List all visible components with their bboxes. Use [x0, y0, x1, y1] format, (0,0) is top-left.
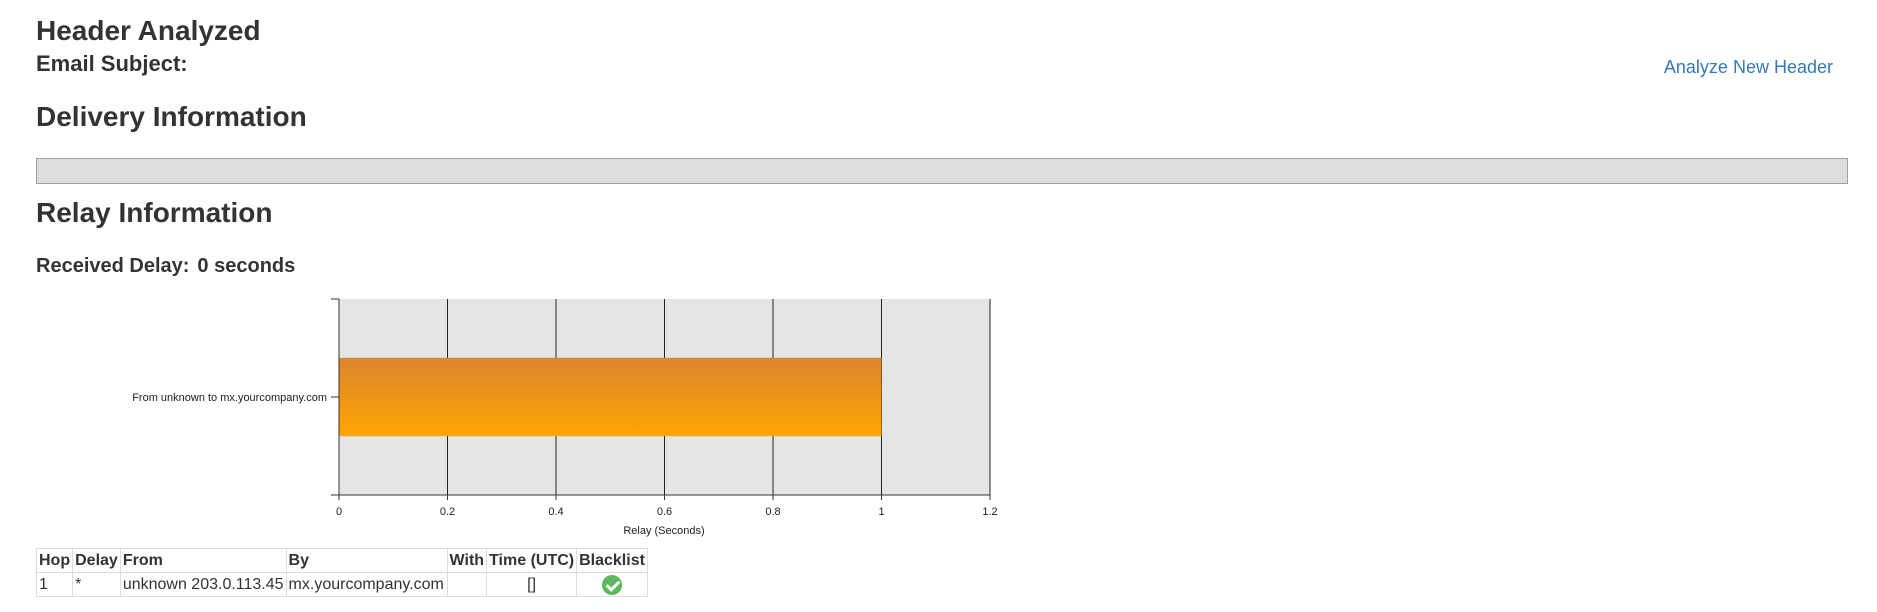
delivery-progress-bar	[36, 158, 1848, 184]
x-tick-label: 0.6	[657, 506, 672, 518]
column-header-hop: Hop	[35, 548, 74, 573]
check-circle-icon	[602, 574, 623, 595]
column-header-by: By	[285, 548, 448, 573]
column-header-blacklist: Blacklist	[576, 548, 648, 573]
cell-blacklist	[576, 572, 648, 597]
relay-delay-bar	[339, 357, 882, 437]
column-header-time: Time (UTC)	[486, 548, 578, 573]
x-tick-label: 0.8	[765, 506, 780, 518]
relay-information-heading: Relay Information	[36, 197, 273, 228]
cell-hop: 1	[35, 572, 74, 597]
cell-by: mx.yourcompany.com	[285, 572, 448, 597]
x-tick-label: 0.4	[548, 506, 563, 518]
cell-with	[446, 572, 488, 597]
received-delay-label: Received Delay:	[36, 255, 190, 277]
x-tick-label: 1.2	[982, 506, 997, 518]
page-title: Header Analyzed	[36, 15, 261, 46]
column-header-from: From	[119, 548, 287, 573]
cell-delay: *	[72, 572, 121, 597]
received-delay-value: 0 seconds	[197, 255, 296, 277]
table-header-row: Hop Delay From By With Time (UTC) Blackl…	[35, 548, 648, 573]
relay-delay-chart: 0 0.2 0.4 0.6 0.8 1 1.2 From unknown to mx.your…	[132, 298, 998, 537]
cell-time: []	[486, 572, 578, 597]
cell-from: unknown 203.0.113.45	[119, 572, 287, 597]
relay-hops-table: Hop Delay From By With Time (UTC) Blackl…	[35, 548, 648, 597]
analyze-new-header-link[interactable]: Analyze New Header	[1663, 57, 1833, 77]
y-category-label: From unknown to mx.yourcompany.com	[132, 392, 327, 404]
x-axis-title: Relay (Seconds)	[623, 525, 704, 537]
received-delay: Received Delay: 0 seconds	[36, 255, 295, 278]
delivery-information-heading: Delivery Information	[36, 101, 307, 132]
table-row: 1 * unknown 203.0.113.45 mx.yourcompany.…	[35, 572, 648, 597]
x-tick-label: 1	[878, 506, 884, 518]
email-subject-label: Email Subject:	[36, 51, 188, 76]
column-header-with: With	[446, 548, 488, 573]
x-tick-label: 0	[336, 506, 342, 518]
x-tick-label: 0.2	[440, 506, 455, 518]
column-header-delay: Delay	[72, 548, 121, 573]
